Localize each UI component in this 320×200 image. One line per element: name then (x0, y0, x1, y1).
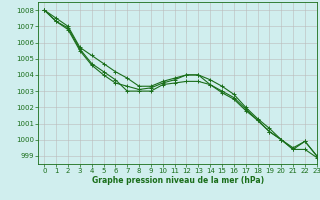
X-axis label: Graphe pression niveau de la mer (hPa): Graphe pression niveau de la mer (hPa) (92, 176, 264, 185)
